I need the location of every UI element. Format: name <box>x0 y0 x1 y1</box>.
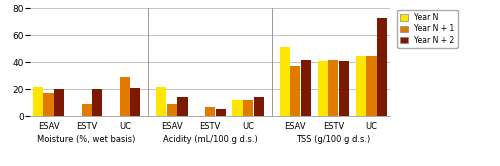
Bar <box>318 61 328 116</box>
Bar <box>178 97 188 116</box>
Bar <box>356 55 366 116</box>
Bar <box>254 97 264 116</box>
Bar <box>290 66 300 116</box>
Bar <box>120 77 130 116</box>
Bar <box>156 86 166 116</box>
Bar <box>216 109 226 116</box>
Bar <box>280 47 289 116</box>
Bar <box>339 61 349 116</box>
Bar <box>328 60 338 116</box>
Bar <box>232 100 242 116</box>
Bar <box>82 104 92 116</box>
Bar <box>301 60 311 116</box>
Legend: Year N, Year N + 1, Year N + 2: Year N, Year N + 1, Year N + 2 <box>398 10 458 48</box>
Bar <box>377 18 387 116</box>
Bar <box>243 100 253 116</box>
Text: Acidity (mL/100 g d.s.): Acidity (mL/100 g d.s.) <box>162 135 258 144</box>
Bar <box>92 89 102 116</box>
Bar <box>167 104 177 116</box>
Text: TSS (g/100 g d.s.): TSS (g/100 g d.s.) <box>296 135 370 144</box>
Bar <box>33 86 43 116</box>
Bar <box>205 107 215 116</box>
Bar <box>366 55 376 116</box>
Bar <box>130 88 140 116</box>
Bar <box>44 93 54 116</box>
Text: Moisture (%, wet basis): Moisture (%, wet basis) <box>38 135 136 144</box>
Bar <box>54 89 64 116</box>
